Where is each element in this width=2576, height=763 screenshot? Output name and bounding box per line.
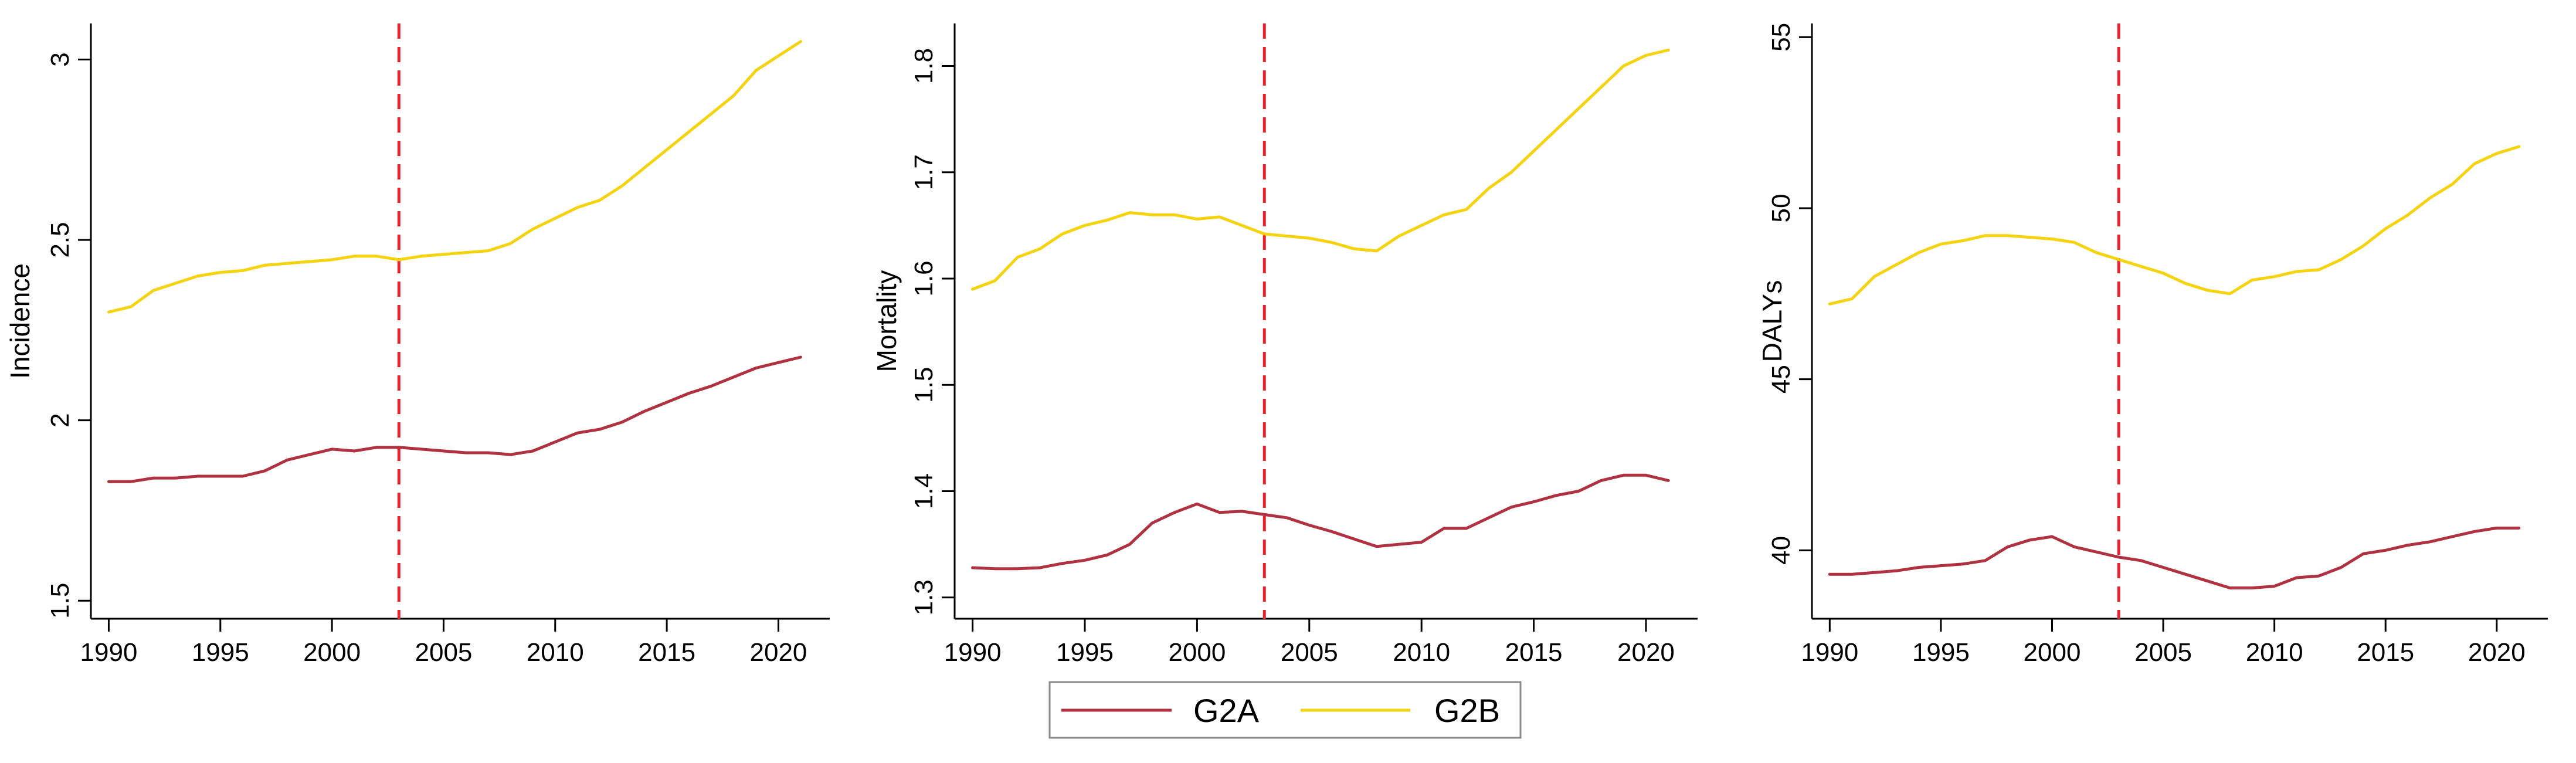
x-tick-label: 2005 bbox=[415, 638, 473, 667]
x-tick-label: 2005 bbox=[2134, 638, 2192, 667]
y-tick-label: 2.5 bbox=[46, 222, 74, 258]
y-tick-label: 45 bbox=[1767, 365, 1796, 394]
x-tick-label: 2020 bbox=[750, 638, 807, 667]
legend: G2A G2B bbox=[1048, 681, 1522, 739]
y-tick-label: 1.5 bbox=[46, 583, 74, 619]
x-tick-label: 1995 bbox=[1056, 638, 1114, 667]
x-tick-label: 2010 bbox=[527, 638, 584, 667]
series-line-g2b bbox=[1828, 145, 2521, 306]
x-tick-label: 1990 bbox=[80, 638, 138, 667]
x-tick-label: 1990 bbox=[1801, 638, 1858, 667]
x-tick-label: 2020 bbox=[1617, 638, 1675, 667]
y-tick-label: 50 bbox=[1767, 194, 1796, 223]
x-tick-label: 1990 bbox=[944, 638, 1002, 667]
y-tick-label: 1.4 bbox=[909, 473, 938, 509]
x-tick-label: 2000 bbox=[303, 638, 361, 667]
chart-panel-dalys: 40 45 50 55 1990 1995 2000 2005 2010 2015 2020 DALY… bbox=[1757, 23, 2548, 667]
series-line-g2b bbox=[107, 40, 802, 314]
series-line-g2a bbox=[971, 473, 1670, 571]
y-tick-label: 3 bbox=[46, 52, 74, 66]
y-axis-title: Mortality bbox=[871, 270, 902, 372]
y-tick-label: 1.8 bbox=[909, 48, 938, 84]
x-tick-label: 2010 bbox=[1393, 638, 1450, 667]
y-tick-label: 1.6 bbox=[909, 260, 938, 296]
series-line-g2b bbox=[971, 48, 1670, 291]
y-tick-label: 1.7 bbox=[909, 154, 938, 190]
x-tick-label: 2015 bbox=[1505, 638, 1563, 667]
chart-panel-incidence: 1.5 2 2.5 3 1990 1995 2000 2005 2010 2015 2020 Inci… bbox=[5, 23, 830, 667]
x-tick-label: 2010 bbox=[2246, 638, 2303, 667]
y-tick-label: 2 bbox=[46, 413, 74, 427]
x-tick-label: 2015 bbox=[638, 638, 695, 667]
x-tick-label: 1995 bbox=[1912, 638, 1970, 667]
y-tick-label: 40 bbox=[1767, 536, 1796, 565]
y-tick-label: 1.5 bbox=[909, 367, 938, 403]
series-line-g2a bbox=[1828, 526, 2521, 589]
x-tick-label: 2005 bbox=[1281, 638, 1338, 667]
x-tick-label: 2000 bbox=[2024, 638, 2081, 667]
series-line-g2a bbox=[107, 355, 802, 483]
y-tick-label: 1.3 bbox=[909, 579, 938, 615]
x-tick-label: 2000 bbox=[1168, 638, 1226, 667]
x-tick-label: 1995 bbox=[192, 638, 249, 667]
legend-label-g2b: G2B bbox=[1434, 692, 1500, 729]
chart-panel-mortality: 1.3 1.4 1.5 1.6 1.7 1.8 1990 1995 2000 2005 2010 20… bbox=[871, 23, 1698, 667]
y-tick-label: 55 bbox=[1767, 23, 1796, 52]
x-tick-label: 2020 bbox=[2468, 638, 2526, 667]
legend-label-g2a: G2A bbox=[1193, 692, 1260, 729]
y-axis-title: DALYs bbox=[1757, 280, 1787, 362]
x-tick-label: 2015 bbox=[2357, 638, 2414, 667]
y-axis-title: Incidence bbox=[5, 263, 35, 379]
